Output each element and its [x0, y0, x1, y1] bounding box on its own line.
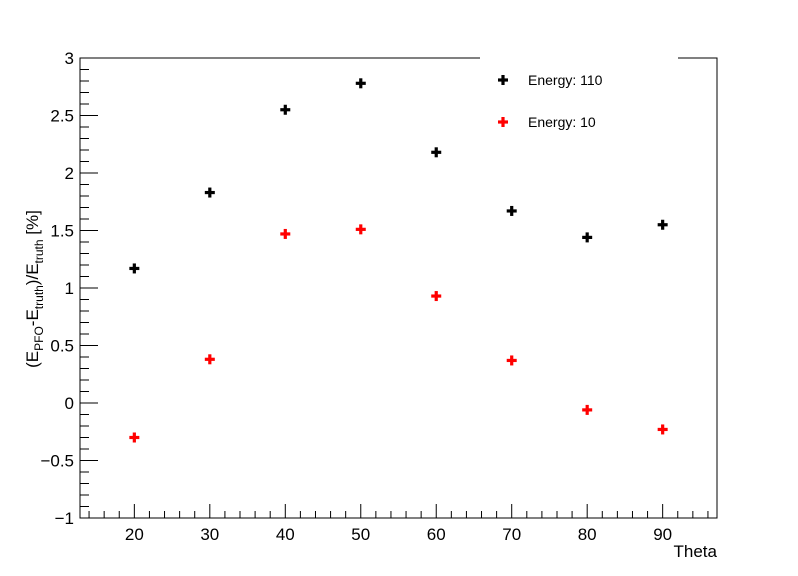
- x-tick-label: 40: [276, 525, 295, 544]
- data-point-series-1: [204, 187, 215, 198]
- data-point-series-2: [355, 224, 366, 235]
- legend-marker: [498, 117, 508, 127]
- y-ticks: −1 −0.5 0 0.5 1 1.5 2 2.5 3: [40, 49, 98, 528]
- x-tick-label: 70: [502, 525, 521, 544]
- data-point-series-1: [129, 263, 140, 274]
- x-axis-label: Theta: [674, 542, 718, 561]
- ylabel-sub-truth: truth: [32, 239, 46, 263]
- data-point-series-2: [431, 291, 442, 302]
- legend-marker: [498, 75, 508, 85]
- data-point-series-2: [129, 432, 140, 443]
- data-point-series-2: [506, 355, 517, 366]
- data-point-series-2: [582, 404, 593, 415]
- legend-box: [480, 52, 678, 152]
- data-point-series-1: [582, 232, 593, 243]
- data-point-series-2: [657, 424, 668, 435]
- data-points: [129, 78, 668, 443]
- data-point-series-1: [506, 205, 517, 216]
- ylabel-sub-truth: truth: [32, 285, 46, 309]
- ylabel-sub-pfo: PFO: [32, 326, 46, 351]
- ylabel-part: (E: [23, 351, 42, 368]
- x-tick-label: 90: [653, 525, 672, 544]
- data-point-series-1: [431, 147, 442, 158]
- data-point-series-1: [657, 219, 668, 230]
- legend: Energy: 110 Energy: 10: [480, 52, 678, 152]
- y-tick-label: 1.5: [50, 222, 74, 241]
- y-tick-label: 1: [65, 279, 74, 298]
- y-tick-label: 2: [65, 164, 74, 183]
- y-tick-label: −0.5: [40, 452, 74, 471]
- ylabel-part: -E: [23, 309, 42, 326]
- y-axis-label: (EPFO-Etruth)/Etruth [%]: [23, 210, 46, 368]
- data-point-series-2: [280, 228, 291, 239]
- data-point-series-1: [355, 78, 366, 89]
- y-tick-label: 0: [65, 394, 74, 413]
- y-tick-label: 3: [65, 49, 74, 68]
- legend-label: Energy: 10: [528, 114, 596, 130]
- x-tick-label: 80: [578, 525, 597, 544]
- data-point-series-1: [280, 104, 291, 115]
- x-ticks: 20 30 40 50 60 70 80 90: [88, 504, 709, 544]
- x-tick-label: 60: [427, 525, 446, 544]
- x-tick-label: 20: [125, 525, 144, 544]
- ylabel-part: )/E: [23, 263, 42, 285]
- ylabel-unit: [%]: [23, 210, 42, 239]
- data-point-series-2: [204, 354, 215, 365]
- y-tick-label: 0.5: [50, 337, 74, 356]
- y-tick-label: 2.5: [50, 107, 74, 126]
- y-tick-label: −1: [55, 509, 74, 528]
- legend-label: Energy: 110: [528, 72, 603, 88]
- x-tick-label: 50: [351, 525, 370, 544]
- x-tick-label: 30: [200, 525, 219, 544]
